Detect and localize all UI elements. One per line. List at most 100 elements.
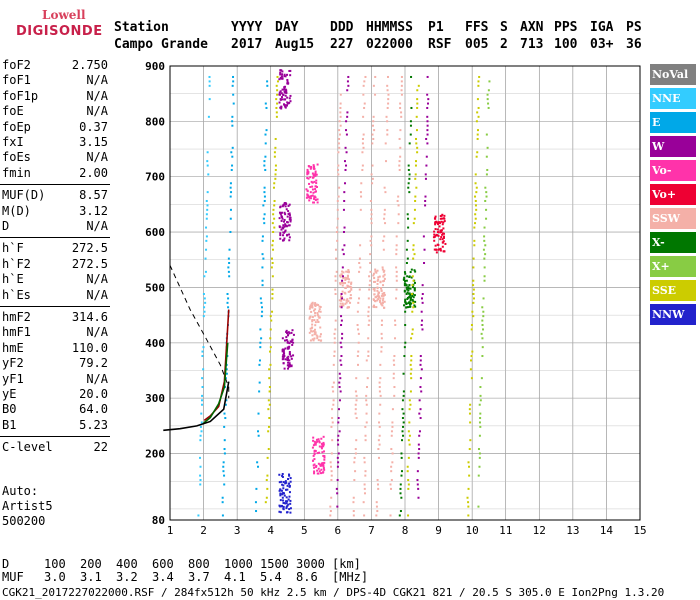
echo-dot (341, 275, 344, 278)
echo-dot (312, 174, 315, 177)
echo-dot (439, 247, 442, 250)
d-value: 600 (152, 557, 174, 571)
echo-dot (208, 80, 211, 83)
echo-dot (438, 225, 441, 228)
echo-dot (336, 465, 339, 468)
echo-dot (285, 90, 288, 93)
echo-dot (365, 399, 368, 402)
echo-dot (281, 505, 284, 508)
echo-dot (400, 80, 403, 83)
echo-dot (367, 306, 370, 309)
echo-dot (311, 323, 314, 326)
echo-dot (375, 501, 378, 504)
echo-dot (264, 142, 267, 145)
echo-dot (378, 443, 381, 446)
echo-dot (421, 284, 424, 287)
param-value: 0.37 (79, 119, 108, 134)
echo-dot (359, 208, 362, 211)
echo-dot (316, 201, 319, 204)
echo-dot (376, 279, 379, 282)
echo-dot (376, 483, 379, 486)
echo-dot (344, 278, 347, 281)
echo-dot (282, 357, 285, 360)
echo-dot (372, 274, 375, 277)
echo-dot (344, 282, 347, 285)
echo-dot (305, 196, 308, 199)
echo-dot (419, 417, 422, 420)
legend-item: Vo- (650, 160, 696, 181)
d-row: D 100 200 400 600 800 1000 1500 3000 [km] (2, 558, 368, 571)
echo-dot (322, 454, 325, 457)
echo-dot (412, 296, 415, 299)
echo-dot (273, 217, 276, 220)
echo-dot (424, 195, 427, 198)
echo-dot (279, 71, 282, 74)
echo-dot (315, 303, 318, 306)
echo-dot (481, 355, 484, 358)
echo-dot (423, 248, 426, 251)
echo-dot (208, 98, 211, 101)
echo-dot (271, 297, 274, 300)
echo-dot (373, 304, 376, 307)
param-key: hmE (2, 340, 24, 355)
echo-dot (409, 299, 412, 302)
echo-dot (469, 439, 472, 442)
echo-dot (409, 133, 412, 136)
echo-dot (472, 297, 475, 300)
echo-dot (334, 275, 337, 278)
echo-dot (231, 115, 234, 118)
echo-dot (337, 142, 340, 145)
echo-dot (284, 94, 287, 97)
param-row: fxI 3.15 (2, 135, 108, 151)
echo-dot (414, 177, 417, 180)
echo-dot (332, 390, 335, 393)
echo-dot (408, 177, 411, 180)
echo-dot (374, 75, 377, 78)
echo-dot (254, 501, 257, 504)
echo-dot (280, 106, 283, 109)
echo-dot (271, 239, 274, 242)
echo-dot (272, 208, 275, 211)
echo-dot (269, 350, 272, 353)
echo-dot (440, 229, 443, 232)
echo-dot (330, 452, 333, 455)
echo-dot (257, 434, 260, 437)
echo-dot (399, 102, 402, 105)
echo-dot (322, 463, 325, 466)
echo-dot (404, 283, 407, 286)
echo-dot (313, 180, 316, 183)
echo-dot (343, 226, 346, 229)
echo-dot (426, 102, 429, 105)
echo-dot (420, 368, 423, 371)
echo-dot (273, 151, 276, 154)
echo-dot (289, 480, 292, 483)
echo-dot (402, 425, 405, 428)
echo-dot (334, 328, 337, 331)
param-key: fxI (2, 135, 24, 149)
echo-dot (255, 487, 258, 490)
echo-dot (402, 390, 405, 393)
muf-value: 4.1 (224, 570, 246, 584)
echo-dot (407, 479, 410, 482)
echo-dot (354, 390, 357, 393)
echo-dot (279, 76, 282, 79)
echo-dot (412, 301, 415, 304)
echo-dot (266, 474, 269, 477)
y-tick-label: 800 (145, 115, 165, 128)
echo-dot (441, 238, 444, 241)
echo-dot (287, 212, 290, 215)
param-value: 64.0 (79, 402, 108, 417)
echo-dot (205, 199, 208, 202)
echo-dot (367, 297, 370, 300)
echo-dot (340, 299, 343, 302)
echo-dot (286, 80, 289, 83)
echo-dot (442, 232, 445, 235)
echo-dot (284, 480, 287, 483)
echo-dot (286, 511, 289, 514)
echo-dot (413, 287, 416, 290)
echo-dot (403, 304, 406, 307)
echo-dot (201, 394, 204, 397)
echo-dot (344, 146, 347, 149)
echo-dot (406, 288, 409, 291)
echo-dot (379, 394, 382, 397)
